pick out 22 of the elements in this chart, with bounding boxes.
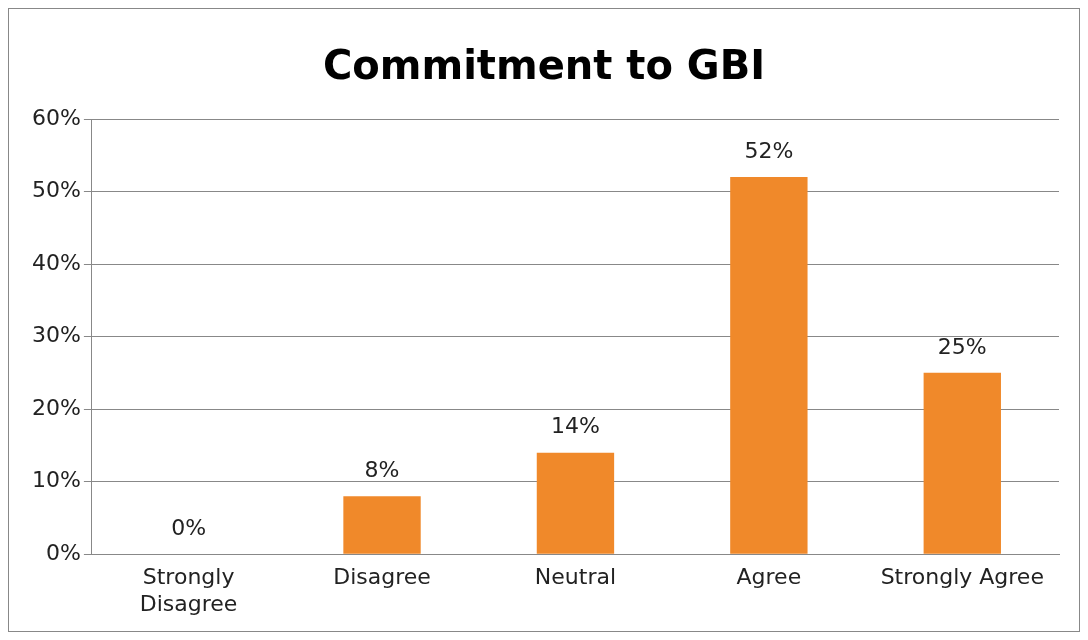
chart-title: Commitment to GBI	[322, 42, 766, 89]
data-label: 8%	[364, 456, 400, 482]
y-tick-label: 50%	[31, 177, 81, 203]
data-label: 25%	[937, 333, 987, 359]
bar	[343, 496, 421, 554]
data-label: 0%	[171, 514, 207, 540]
y-tick-label: 60%	[31, 104, 81, 130]
data-label: 14%	[551, 413, 600, 439]
y-tick-label: 20%	[31, 394, 81, 420]
x-tick-label: Agree	[736, 564, 802, 590]
bar	[923, 372, 1001, 554]
x-tick-label: Disagree	[333, 564, 431, 590]
bar	[730, 177, 808, 554]
x-tick-label: Strongly Disagree	[139, 564, 238, 616]
y-tick-label: 40%	[31, 249, 81, 275]
y-tick-label: 30%	[31, 322, 81, 348]
bar	[536, 452, 615, 554]
y-tick-label: 10%	[31, 467, 81, 493]
data-label: 52%	[744, 137, 794, 163]
x-tick-label: Neutral	[534, 564, 617, 590]
x-tick-label: Strongly Agree	[880, 564, 1044, 590]
y-tick-label: 0%	[45, 539, 81, 565]
